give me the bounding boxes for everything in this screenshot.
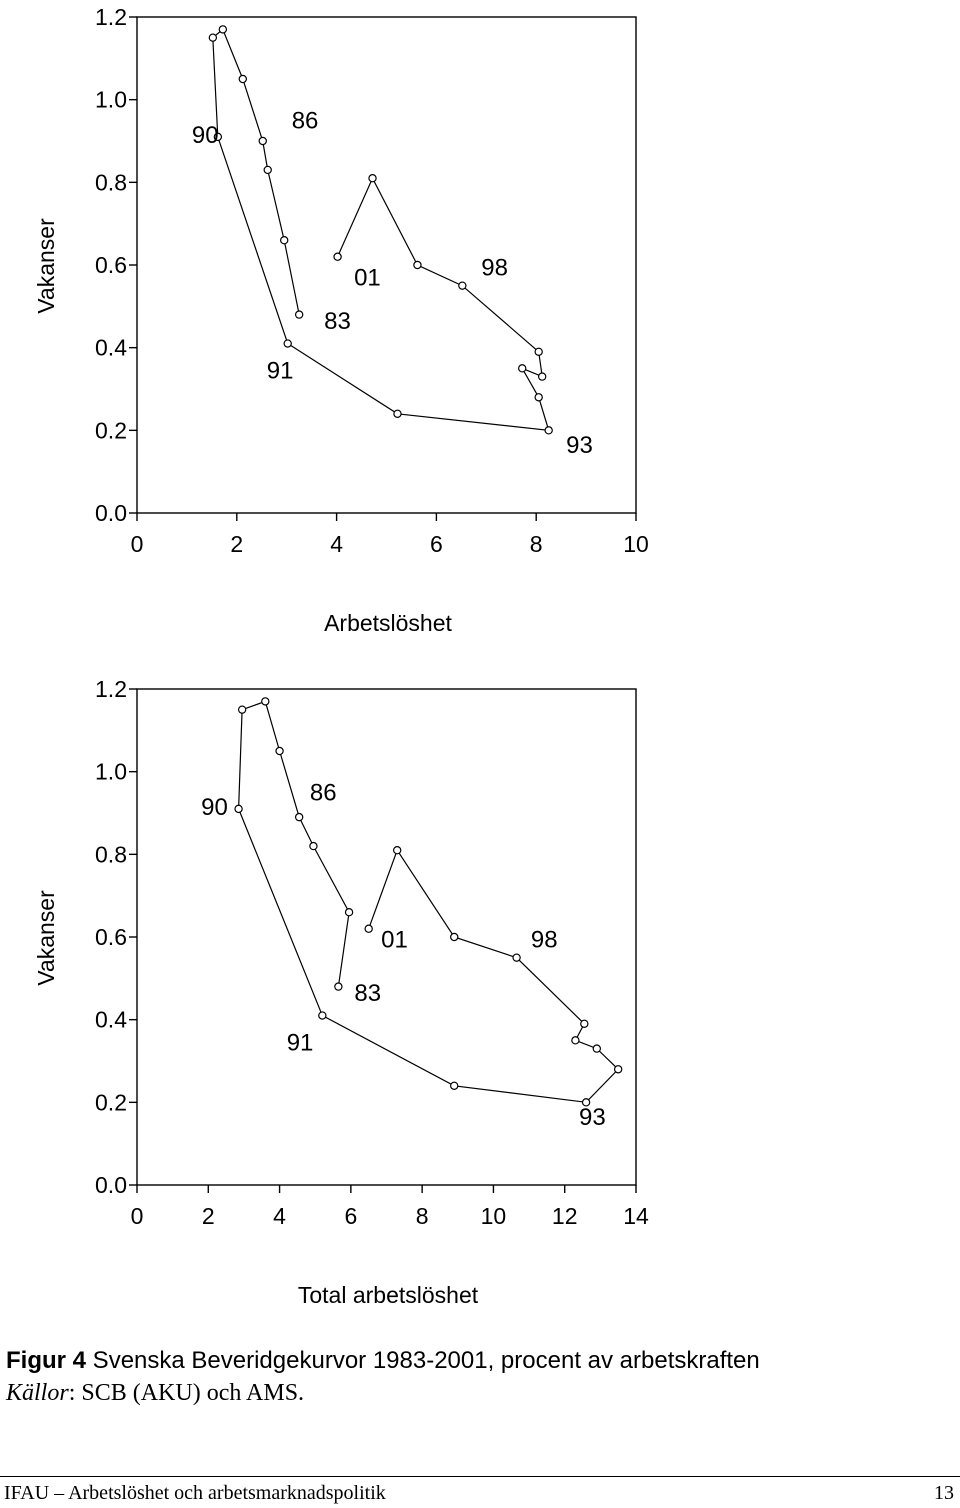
x-tick-label: 4 — [330, 531, 343, 557]
data-point — [333, 252, 342, 261]
x-tick-label: 10 — [623, 531, 649, 557]
y-tick-label: 0.0 — [95, 1172, 127, 1198]
data-point — [364, 924, 373, 933]
data-point — [392, 845, 402, 855]
data-point — [208, 33, 218, 42]
y-tick-label: 1.2 — [95, 4, 127, 30]
y-tick-label: 0.8 — [95, 169, 127, 195]
data-point — [334, 982, 343, 991]
year-label-86: 86 — [310, 780, 337, 807]
data-point — [580, 1019, 589, 1028]
y-tick-label: 0.8 — [95, 841, 127, 867]
x-tick-label: 0 — [131, 531, 144, 557]
data-point — [344, 907, 354, 917]
figure-source-text: : SCB (AKU) och AMS. — [68, 1380, 305, 1406]
year-label-93: 93 — [566, 432, 593, 459]
y-tick-label: 0.4 — [95, 1007, 127, 1033]
data-point — [294, 812, 304, 822]
x-tick-label: 0 — [131, 1203, 144, 1229]
beveridge-chart-total-arbetsloshet: 0.0 0.2 0.4 0.6 0.8 1.0 1.2 0 2 4 6 8 10 12 14 Total ar… — [33, 676, 649, 1308]
footer-page-number: 13 — [934, 1482, 954, 1504]
data-point — [537, 372, 547, 381]
year-label-93: 93 — [579, 1104, 606, 1131]
data-point — [592, 1044, 601, 1053]
figure-source-label: Källor — [6, 1380, 69, 1406]
y-tick-label: 1.0 — [95, 87, 127, 113]
data-point — [263, 165, 272, 175]
data-point — [534, 393, 543, 402]
x-tick-label: 10 — [481, 1203, 507, 1229]
y-tick-label: 0.4 — [95, 335, 127, 361]
year-label-90: 90 — [192, 122, 219, 149]
figure-caption-text: Svenska Beveridgekurvor 1983-2001, proce… — [86, 1347, 760, 1374]
figure-caption: Figur 4 Svenska Beveridgekurvor 1983-200… — [6, 1346, 956, 1376]
figure-caption-label: Figur 4 — [6, 1347, 87, 1374]
plot-frame — [136, 16, 637, 514]
beveridge-curve-line — [212, 28, 550, 431]
data-point — [238, 74, 247, 84]
y-axis-label: Vakanser — [33, 218, 59, 314]
x-tick-label: 8 — [530, 531, 543, 557]
data-point — [368, 173, 377, 183]
y-tick-label: 0.6 — [95, 924, 127, 950]
data-point — [294, 310, 304, 319]
y-axis-label: Vakanser — [33, 890, 59, 986]
year-label-98: 98 — [531, 926, 558, 953]
x-axis-label: Total arbetslöshet — [298, 1282, 479, 1308]
data-point — [413, 260, 422, 270]
y-tick-label: 0.0 — [95, 500, 127, 526]
year-label-90: 90 — [201, 794, 228, 821]
data-point — [234, 804, 243, 814]
data-point — [261, 697, 270, 706]
data-point — [512, 953, 521, 962]
year-label-91: 91 — [287, 1030, 314, 1057]
x-tick-label: 8 — [416, 1203, 429, 1229]
data-point — [450, 1081, 459, 1090]
data-point — [458, 281, 467, 290]
data-point — [571, 1036, 580, 1045]
year-label-98: 98 — [481, 254, 508, 281]
data-point — [534, 347, 543, 356]
data-point — [275, 746, 284, 756]
data-point — [544, 426, 553, 435]
data-point — [309, 841, 318, 851]
data-point — [213, 132, 223, 142]
x-tick-label: 14 — [623, 1203, 649, 1229]
y-tick-label: 1.2 — [95, 676, 127, 702]
year-label-83: 83 — [354, 980, 381, 1007]
data-point — [518, 364, 527, 373]
year-label-01: 01 — [354, 265, 381, 292]
data-point — [280, 235, 289, 245]
data-point — [237, 705, 247, 714]
x-tick-label: 2 — [202, 1203, 215, 1229]
x-tick-label: 12 — [552, 1203, 578, 1229]
data-point — [283, 339, 292, 348]
year-label-83: 83 — [324, 308, 351, 335]
y-tick-label: 0.6 — [95, 252, 127, 278]
data-point — [218, 25, 228, 34]
x-tick-label: 6 — [430, 531, 443, 557]
year-label-86: 86 — [292, 108, 319, 135]
x-axis-label: Arbetslöshet — [324, 610, 452, 636]
footer-divider — [0, 1476, 960, 1477]
data-point — [581, 1098, 591, 1107]
data-point — [450, 932, 459, 942]
x-tick-label: 4 — [273, 1203, 286, 1229]
year-label-01: 01 — [381, 926, 408, 953]
beveridge-chart-arbetsloshet: 0.0 0.2 0.4 0.6 0.8 1.0 1.2 0 2 4 6 8 10 Arbetslöshet… — [33, 4, 649, 636]
data-point — [258, 136, 267, 146]
year-label-91: 91 — [267, 358, 294, 385]
y-tick-label: 0.2 — [95, 417, 127, 443]
figure-source: Källor: SCB (AKU) och AMS. — [6, 1378, 956, 1408]
data-point — [318, 1011, 327, 1020]
y-tick-label: 1.0 — [95, 759, 127, 785]
x-tick-label: 6 — [344, 1203, 357, 1229]
data-point — [613, 1065, 623, 1074]
footer-running-title: IFAU – Arbetslöshet och arbetsmarknadspo… — [4, 1482, 386, 1504]
y-tick-label: 0.2 — [95, 1089, 127, 1115]
x-tick-label: 2 — [230, 531, 243, 557]
data-point — [393, 409, 402, 418]
